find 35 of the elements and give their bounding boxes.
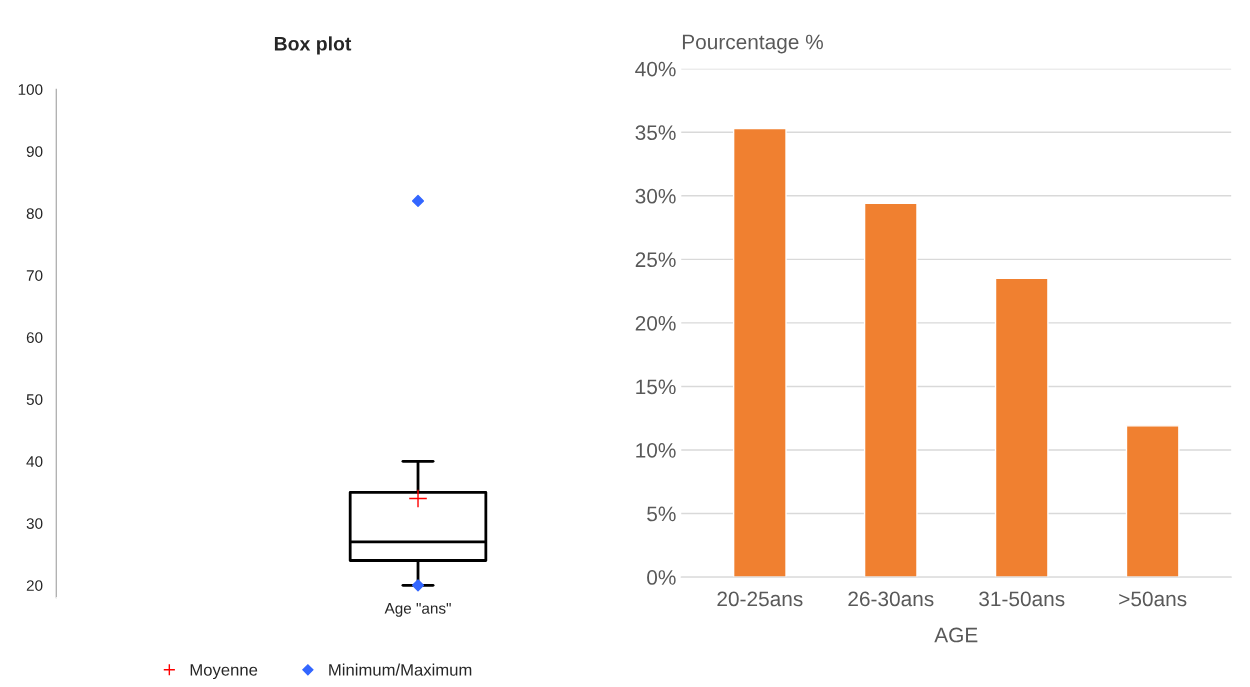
- y-tick-label: 20: [26, 580, 43, 591]
- y-tick-label: 25%: [635, 252, 676, 268]
- bar: [732, 127, 787, 578]
- point: [411, 194, 425, 207]
- x-tick-label: 20-25ans: [717, 591, 803, 607]
- y-tick-label: 90: [26, 146, 43, 157]
- y-tick-label: 10%: [636, 442, 676, 458]
- legend-label: Minimum/Maximum: [329, 663, 472, 676]
- y-tick-label: 40: [26, 456, 43, 467]
- y-axis-title: Pourcentage %: [682, 34, 823, 54]
- y-tick-label: 15%: [636, 379, 676, 395]
- x-axis-title: AGE: [934, 627, 978, 643]
- bar: [863, 202, 918, 578]
- point: [408, 489, 428, 508]
- bar: [1125, 425, 1180, 578]
- x-tick-label: Age "ans": [384, 603, 451, 617]
- chart-title: Box plot: [274, 36, 352, 55]
- legend-label: Moyenne: [190, 664, 258, 680]
- bar: [994, 277, 1049, 578]
- y-tick-label: 20%: [635, 315, 676, 331]
- y-tick-label: 100: [18, 84, 43, 95]
- x-tick-label: 26-30ans: [848, 591, 934, 607]
- y-tick-label: 60: [26, 332, 43, 343]
- x-tick-label: 31-50ans: [979, 591, 1065, 607]
- y-tick-label: 30: [26, 518, 43, 529]
- y-tick-label: 70: [26, 270, 43, 281]
- x-tick-label: >50ans: [1119, 591, 1187, 607]
- point: [411, 579, 425, 592]
- y-tick-label: 50: [26, 394, 43, 405]
- y-tick-label: 0%: [647, 570, 676, 585]
- y-tick-label: 5%: [647, 506, 676, 522]
- y-tick-label: 35%: [635, 125, 676, 140]
- y-tick-label: 30%: [635, 188, 676, 204]
- y-tick-label: 40%: [635, 61, 676, 77]
- y-tick-label: 80: [26, 208, 43, 219]
